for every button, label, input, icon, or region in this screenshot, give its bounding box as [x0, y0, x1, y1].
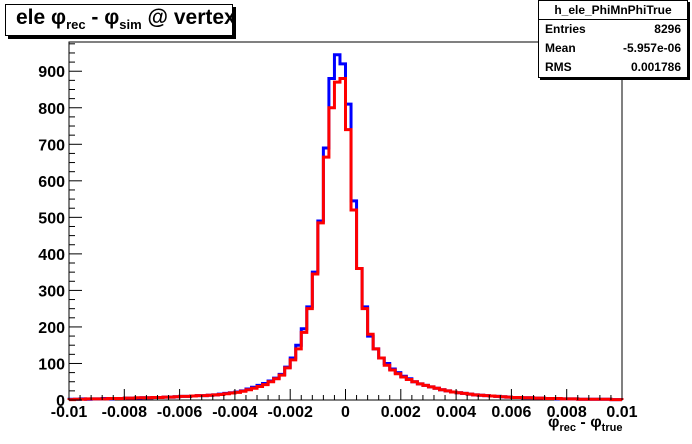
x-axis-title-main: φ: [548, 414, 560, 431]
x-axis-title-mid: - φ: [575, 414, 602, 431]
x-tick-label: -0.006: [157, 404, 202, 421]
x-tick-label: -0.01: [51, 404, 88, 421]
y-tick-label: 400: [38, 247, 65, 264]
stats-entries-value: 8296: [654, 22, 681, 36]
x-tick-label: 0.002: [381, 404, 421, 421]
y-tick-label: 0: [56, 393, 65, 410]
y-tick-label: 500: [38, 210, 65, 227]
x-tick-label: 0: [341, 404, 350, 421]
y-tick-label: 700: [38, 137, 65, 154]
title-main: ele φ: [16, 6, 67, 29]
y-tick-label: 600: [38, 174, 65, 191]
x-axis-title-sub-rec: rec: [559, 422, 576, 435]
title-sub-rec: rec: [66, 17, 86, 33]
x-tick-label: 0.004: [436, 404, 476, 421]
title-mid: - φ: [85, 6, 120, 29]
stats-box: h_ele_PhiMnPhiTrue Entries 8296 Mean -5.…: [538, 0, 688, 78]
title-sub-sim: sim: [119, 17, 142, 33]
stats-mean-value: -5.957e-06: [622, 41, 681, 55]
x-tick-label: -0.004: [212, 404, 257, 421]
x-tick-label: 0.006: [491, 404, 531, 421]
stats-row-rms: RMS 0.001786: [539, 58, 687, 77]
stats-rms-value: 0.001786: [630, 60, 681, 74]
series-layer: [67, 53, 624, 402]
y-tick-label: 900: [38, 64, 65, 81]
stats-histogram-name: h_ele_PhiMnPhiTrue: [539, 1, 687, 20]
histogram-title: ele φrec - φsim @ vertex: [5, 4, 233, 36]
stats-entries-label: Entries: [545, 22, 586, 36]
axis-layer: -0.01 -0.008 -0.006 -0.004 -0.002 0 0.002 0.004…: [38, 43, 638, 421]
x-axis-title: φrec - φtrue: [548, 414, 622, 434]
title-tail: @ vertex: [141, 6, 233, 29]
y-tick-label: 300: [38, 283, 65, 300]
x-axis-title-sub-true: true: [601, 422, 623, 435]
stats-row-entries: Entries 8296: [539, 20, 687, 39]
x-tick-label: -0.008: [102, 404, 147, 421]
x-tick-label: 0.008: [547, 404, 587, 421]
stats-mean-label: Mean: [545, 41, 576, 55]
y-tick-label: 200: [38, 320, 65, 337]
x-tick-label: 0.01: [606, 404, 637, 421]
y-tick-label: 800: [38, 101, 65, 118]
x-tick-label: -0.002: [268, 404, 313, 421]
stats-row-mean: Mean -5.957e-06: [539, 39, 687, 58]
series-red-line: [67, 77, 624, 402]
y-tick-label: 100: [38, 356, 65, 373]
stats-rms-label: RMS: [545, 60, 572, 74]
